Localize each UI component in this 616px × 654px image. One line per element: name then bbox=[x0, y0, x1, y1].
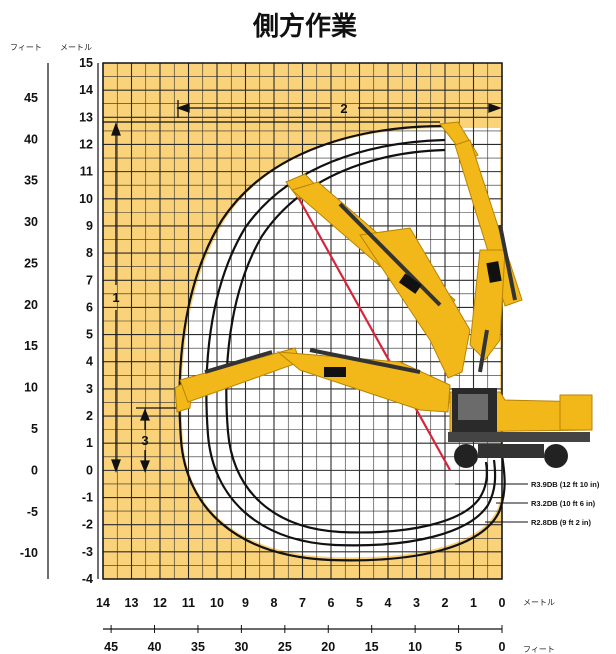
bottom-meter-tick-label: 10 bbox=[210, 596, 224, 610]
bottom-meter-tick-label: 1 bbox=[470, 596, 477, 610]
meter-tick-label: 4 bbox=[86, 355, 93, 369]
meter-tick-label: -4 bbox=[82, 572, 93, 586]
arm-position-horizontal bbox=[174, 347, 451, 413]
excavator-body bbox=[448, 388, 593, 468]
legend-item-3: R2.8DB (9 ft 2 in) bbox=[531, 518, 592, 527]
bottom-feet-tick-label: 30 bbox=[234, 640, 248, 654]
meter-tick-label: -1 bbox=[82, 491, 93, 505]
envelope-middle bbox=[205, 138, 497, 547]
bottom-feet-tick-label: 40 bbox=[148, 640, 162, 654]
reach-reference-line bbox=[292, 187, 451, 471]
envelope-outer bbox=[178, 124, 506, 562]
feet-tick-label: 35 bbox=[24, 174, 38, 188]
meter-tick-label: 13 bbox=[79, 110, 93, 124]
diagram-title: 側方作業 bbox=[252, 11, 357, 42]
feet-tick-label: 25 bbox=[24, 256, 38, 270]
envelope-inner bbox=[225, 148, 488, 534]
excavator-wheel-front bbox=[454, 444, 478, 468]
bottom-feet-tick-label: 25 bbox=[278, 640, 292, 654]
feet-tick-label: -5 bbox=[27, 505, 38, 519]
feet-tick-label: 10 bbox=[24, 381, 38, 395]
bottom-meter-tick-label: 14 bbox=[96, 596, 110, 610]
bottom-meter-tick-label: 2 bbox=[442, 596, 449, 610]
meter-tick-label: 0 bbox=[86, 463, 93, 477]
bottom-meter-unit: メートル bbox=[523, 598, 555, 607]
feet-tick-label: 15 bbox=[24, 339, 38, 353]
meter-tick-label: 2 bbox=[86, 409, 93, 423]
bottom-meter-tick-label: 5 bbox=[356, 596, 363, 610]
arm-position-vertical bbox=[439, 121, 523, 373]
feet-tick-label: 45 bbox=[24, 91, 38, 105]
legend-item-1: R3.9DB (12 ft 10 in) bbox=[531, 480, 600, 489]
meter-tick-label: -3 bbox=[82, 545, 93, 559]
meter-tick-label: 10 bbox=[79, 192, 93, 206]
meter-tick-label: 15 bbox=[79, 56, 93, 70]
bottom-meter-tick-label: 11 bbox=[182, 596, 195, 610]
bottom-feet-tick-label: 45 bbox=[104, 640, 118, 654]
dimension-reach bbox=[176, 100, 502, 118]
bottom-feet-tick-label: 15 bbox=[365, 640, 379, 654]
meter-tick-label: 12 bbox=[79, 137, 93, 151]
callout-depth: 3 bbox=[141, 433, 148, 448]
bottom-meter-tick-label: 9 bbox=[242, 596, 249, 610]
callout-height: 1 bbox=[112, 290, 119, 305]
meter-tick-label: -2 bbox=[82, 518, 93, 532]
cat-logo-vertical bbox=[486, 261, 502, 283]
meter-tick-label: 1 bbox=[86, 436, 93, 450]
feet-tick-label: 40 bbox=[24, 132, 38, 146]
meter-tick-label: 5 bbox=[86, 328, 93, 342]
bottom-meter-ticks: 14 13 12 11 10 9 8 7 6 5 4 3 2 1 0 bbox=[96, 596, 505, 610]
bottom-meter-tick-label: 7 bbox=[299, 596, 306, 610]
left-meter-unit: メートル bbox=[60, 43, 92, 52]
meter-tick-label: 7 bbox=[86, 273, 93, 287]
meter-tick-label: 11 bbox=[80, 165, 93, 179]
bottom-meter-tick-label: 4 bbox=[385, 596, 392, 610]
feet-tick-label: 5 bbox=[31, 422, 38, 436]
working-envelope bbox=[178, 124, 506, 562]
meter-tick-label: 14 bbox=[79, 83, 93, 97]
arm-position-diagonal bbox=[285, 173, 471, 379]
legend-item-2: R3.2DB (10 ft 6 in) bbox=[531, 499, 596, 508]
callout-reach: 2 bbox=[340, 101, 347, 116]
bottom-feet-unit: フィート bbox=[523, 645, 555, 654]
excavator-wheel-rear bbox=[544, 444, 568, 468]
grid-border bbox=[102, 62, 503, 580]
bottom-meter-tick-label: 13 bbox=[125, 596, 139, 610]
dimension-height bbox=[103, 121, 440, 473]
left-feet-unit: フィート bbox=[10, 43, 42, 52]
legend-leaders bbox=[455, 483, 528, 523]
bottom-feet-tick-label: 35 bbox=[191, 640, 205, 654]
cat-logo-diagonal bbox=[398, 273, 422, 294]
meter-tick-label: 6 bbox=[86, 300, 93, 314]
bottom-meter-tick-label: 8 bbox=[271, 596, 278, 610]
bottom-meter-tick-label: 3 bbox=[413, 596, 420, 610]
feet-tick-label: -10 bbox=[20, 546, 38, 560]
bottom-feet-tick-label: 10 bbox=[408, 640, 422, 654]
bottom-meter-tick-label: 0 bbox=[499, 596, 506, 610]
bottom-meter-tick-label: 6 bbox=[328, 596, 335, 610]
excavator-arms bbox=[174, 121, 523, 413]
bottom-feet-tick-label: 0 bbox=[499, 640, 506, 654]
bottom-feet-tick-label: 5 bbox=[455, 640, 462, 654]
bottom-feet-tick-label: 20 bbox=[321, 640, 335, 654]
left-feet-ticks: 45 40 35 30 25 20 15 10 5 0 -5 -10 bbox=[20, 91, 38, 560]
meter-tick-label: 3 bbox=[86, 382, 93, 396]
bottom-meter-tick-label: 12 bbox=[153, 596, 167, 610]
feet-tick-label: 30 bbox=[24, 215, 38, 229]
feet-tick-label: 20 bbox=[24, 298, 38, 312]
feet-tick-label: 0 bbox=[31, 463, 38, 477]
meter-tick-label: 8 bbox=[86, 246, 93, 260]
meter-tick-label: 9 bbox=[86, 219, 93, 233]
cat-logo-horizontal bbox=[324, 367, 346, 377]
